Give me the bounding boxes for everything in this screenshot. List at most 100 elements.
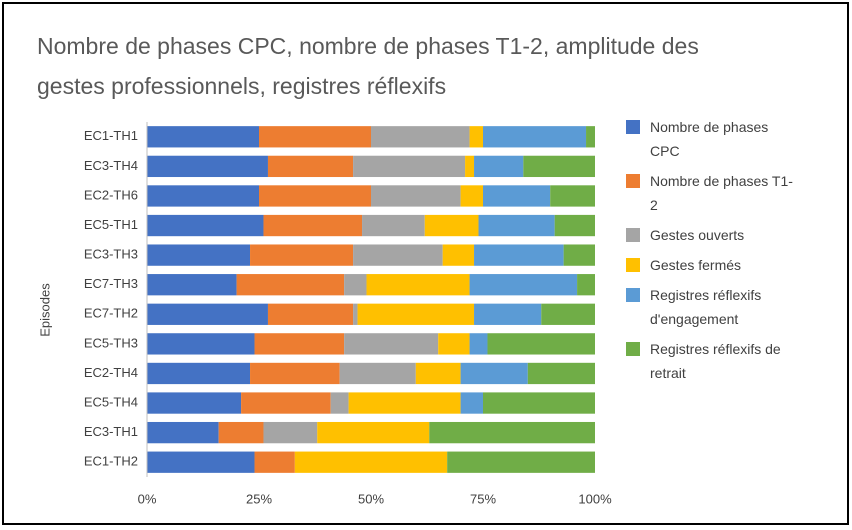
bar-segment [147, 392, 242, 414]
bar-segment [483, 126, 587, 148]
x-tick-label: 25% [246, 491, 272, 506]
bar-segment [147, 362, 251, 385]
y-tick-label: EC1-TH2 [84, 454, 138, 469]
bar-segment [465, 155, 475, 178]
x-tick-label: 75% [470, 491, 496, 506]
bar-segment [371, 126, 470, 148]
bar-segment [469, 274, 578, 296]
legend-entry: Gestes ouverts [626, 223, 826, 247]
y-tick-label: EC5-TH1 [84, 217, 138, 232]
bar-segment [294, 451, 448, 473]
bar-segment [348, 392, 461, 414]
bar-segment [357, 303, 475, 325]
bar-segment [250, 244, 354, 266]
bar-segment [366, 274, 470, 296]
bar-segment [474, 303, 542, 325]
bar-segment [147, 303, 268, 325]
bar-segment [474, 244, 564, 266]
bar-segment [147, 333, 255, 355]
bar-segment [469, 126, 483, 148]
bar-segment [460, 392, 483, 414]
y-tick-label: EC3-TH1 [84, 424, 138, 439]
bar-segment [460, 362, 528, 385]
bar-segment [415, 362, 461, 385]
bar-segment [577, 274, 595, 296]
legend-entry: Nombre de phases CPC [626, 115, 826, 163]
legend-swatch [626, 288, 640, 302]
chart-title-line-1: Nombre de phases CPC, nombre de phases T… [37, 33, 699, 59]
bar-segment [541, 303, 595, 325]
legend: Nombre de phases CPC Nombre de phases T1-… [626, 115, 826, 385]
legend-entry: Registres réflexifs d'engagement [626, 283, 826, 331]
bar-segment [353, 303, 358, 325]
bar-segment [317, 421, 430, 444]
bar-segment [267, 303, 354, 325]
bar-segment [218, 421, 264, 444]
legend-entry: Gestes fermés [626, 253, 826, 277]
legend-label: Gestes fermés [650, 257, 742, 273]
bar-segment [586, 126, 595, 148]
bar-segment [438, 333, 470, 355]
legend-entry: Nombre de phases T1-2 [626, 169, 826, 217]
y-tick-label: EC2-TH4 [84, 365, 138, 380]
legend-swatch [626, 174, 640, 188]
bar-segment [147, 214, 264, 237]
legend-label: Nombre de phases CPC [650, 119, 769, 159]
bar-segment [447, 451, 595, 473]
legend-label: Registres réflexifs de retrait [650, 341, 781, 381]
bar-segment [469, 333, 488, 355]
bar-segment [330, 392, 349, 414]
bar-segment [236, 274, 345, 296]
bar-segment [483, 185, 551, 207]
y-tick-label: EC1-TH1 [84, 128, 138, 143]
bar-segment [429, 421, 595, 444]
bar-segment [147, 244, 251, 266]
x-tick-label: 100% [578, 491, 612, 506]
bar-segment [339, 362, 416, 385]
bar-segment [147, 155, 268, 178]
legend-swatch [626, 258, 640, 272]
y-tick-label: EC3-TH3 [84, 247, 138, 262]
bar-segment [442, 244, 475, 266]
bar-segment [147, 451, 255, 473]
x-tick-label: 50% [358, 491, 384, 506]
legend-label: Gestes ouverts [650, 227, 745, 243]
y-tick-label: EC3-TH4 [84, 158, 138, 173]
y-tick-label: EC2-TH6 [84, 187, 138, 202]
bar-segment [259, 126, 371, 148]
bar-segment [353, 244, 443, 266]
y-tick-label: EC5-TH4 [84, 394, 138, 409]
bar-segment [263, 214, 363, 237]
bar-segment [460, 185, 483, 207]
bar-segment [371, 185, 461, 207]
legend-entry: Registres réflexifs de retrait [626, 337, 826, 385]
bar-segment [254, 451, 295, 473]
bar-segment [263, 421, 318, 444]
legend-swatch [626, 120, 640, 134]
y-tick-label: EC7-TH2 [84, 306, 138, 321]
bar-segment [554, 214, 595, 237]
bar-segment [344, 333, 439, 355]
bar-segment [344, 274, 367, 296]
y-tick-label: EC5-TH3 [84, 335, 138, 350]
bar-segment [362, 214, 425, 237]
chart-title-line-2: gestes professionnels, registres réflexi… [37, 73, 446, 99]
y-axis-label: Episodes [37, 283, 52, 337]
bar-segment [259, 185, 371, 207]
bar-segment [147, 421, 219, 444]
bar-segment [241, 392, 331, 414]
bar-segment [147, 274, 237, 296]
bar-segment [254, 333, 345, 355]
x-tick-label: 0% [138, 491, 157, 506]
bar-segment [550, 185, 595, 207]
bar-segment [487, 333, 595, 355]
bar-segment [478, 214, 555, 237]
legend-label: Registres réflexifs d'engagement [650, 287, 762, 327]
bar-segment [527, 362, 595, 385]
legend-swatch [626, 342, 640, 356]
bar-segment [353, 155, 466, 178]
bar-segment [147, 185, 259, 207]
